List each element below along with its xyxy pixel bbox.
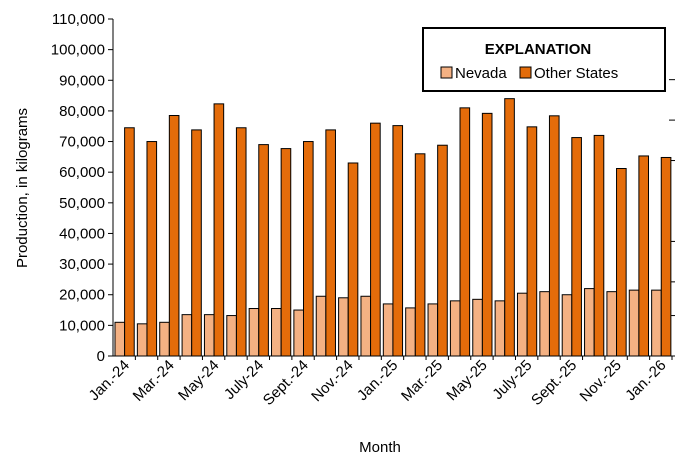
legend-swatch-other-states [519, 66, 532, 79]
x-tick-label: Mar.-24 [130, 357, 178, 405]
bar-nevada [472, 298, 483, 357]
y-tick-label: 10,000 [59, 317, 105, 334]
bar-other-states [235, 127, 247, 357]
legend-box [422, 27, 666, 92]
bar-other-states [638, 155, 650, 357]
bar-other-states [146, 141, 158, 357]
x-tick-label: Nov.-25 [577, 357, 625, 405]
bar-other-states [191, 129, 202, 357]
bar-other-states [124, 127, 135, 357]
bar-nevada [561, 294, 573, 357]
bar-other-states [571, 137, 582, 357]
bar-nevada [203, 314, 215, 357]
bar-nevada [338, 297, 349, 357]
y-tick-label: 50,000 [59, 195, 105, 212]
x-axis-label: Month [359, 439, 401, 456]
bar-nevada [405, 307, 416, 357]
bar-nevada [248, 308, 260, 357]
y-tick-label: 20,000 [59, 287, 105, 304]
x-tick-label: May-24 [175, 357, 222, 404]
bar-other-states [302, 141, 314, 357]
y-axis-label: Production, in kilograms [14, 108, 31, 268]
y-axis-ticks [108, 18, 675, 360]
bar-nevada [539, 291, 550, 357]
bar-nevada [628, 289, 640, 357]
bar-other-states [481, 112, 493, 357]
legend-label-other-states: Other States [534, 65, 618, 82]
legend-title: EXPLANATION [485, 41, 591, 58]
bar-other-states [616, 168, 627, 357]
bar-nevada [136, 323, 148, 357]
bar-nevada [651, 289, 662, 357]
bar-nevada [226, 315, 237, 357]
y-tick-label: 100,000 [51, 42, 105, 59]
y-tick-labels: 0 10,000 20,000 30,000 40,000 50,000 60,000 70,… [51, 11, 105, 365]
x-tick-labels: Jan.-24Mar.-24May-24July-24Sept.-24Nov.-… [86, 357, 670, 409]
x-tick-label: Nov.-24 [308, 357, 356, 405]
bar-nevada [271, 308, 282, 357]
bar-other-states [280, 148, 292, 357]
y-tick-label: 70,000 [59, 134, 105, 151]
bar-other-states [526, 126, 538, 357]
bar-nevada [114, 321, 126, 357]
legend-label-nevada: Nevada [455, 65, 507, 82]
bar-nevada [494, 300, 506, 357]
x-tick-label: Jan.-25 [354, 357, 401, 404]
bar-nevada [584, 288, 595, 357]
bar-other-states [504, 98, 515, 357]
bar-other-states [414, 153, 426, 357]
bar-other-states [347, 162, 359, 357]
bar-other-states [593, 134, 605, 357]
x-tick-label: Sept.-25 [528, 357, 580, 409]
bar-nevada [159, 321, 170, 357]
legend-swatch-nevada [440, 66, 453, 79]
bar-nevada [315, 295, 327, 357]
bar-nevada [360, 295, 372, 357]
bar-other-states [660, 156, 672, 357]
y-tick-label: 80,000 [59, 103, 105, 120]
bar-other-states [548, 115, 560, 357]
legend: EXPLANATION Nevada Other States [422, 27, 666, 92]
x-tick-label: Jan.-24 [86, 357, 133, 404]
bar-nevada [382, 303, 394, 357]
y-tick-label: 40,000 [59, 225, 105, 242]
bar-other-states [213, 103, 225, 357]
bar-nevada [606, 291, 618, 357]
y-tick-label: 60,000 [59, 164, 105, 181]
bar-nevada [427, 303, 439, 357]
bar-other-states [459, 107, 471, 357]
bar-other-states [370, 122, 381, 357]
y-tick-label: 90,000 [59, 72, 105, 89]
bar-other-states [325, 129, 336, 357]
y-tick-label: 30,000 [59, 256, 105, 273]
bar-nevada [449, 300, 461, 357]
bars-group [114, 98, 672, 357]
x-tick-label: Jan.-26 [622, 357, 669, 404]
bar-other-states [392, 125, 404, 357]
bar-other-states [168, 115, 180, 357]
bar-other-states [437, 144, 448, 357]
bar-other-states [258, 144, 269, 357]
bar-nevada [181, 314, 193, 357]
x-tick-label: Sept.-24 [260, 357, 312, 409]
x-tick-label: May-25 [443, 357, 490, 404]
bar-nevada [516, 292, 528, 357]
y-tick-label: 0 [97, 348, 105, 365]
y-tick-label: 110,000 [52, 11, 105, 28]
bar-nevada [293, 309, 304, 357]
x-tick-label: Mar.-25 [398, 357, 446, 405]
